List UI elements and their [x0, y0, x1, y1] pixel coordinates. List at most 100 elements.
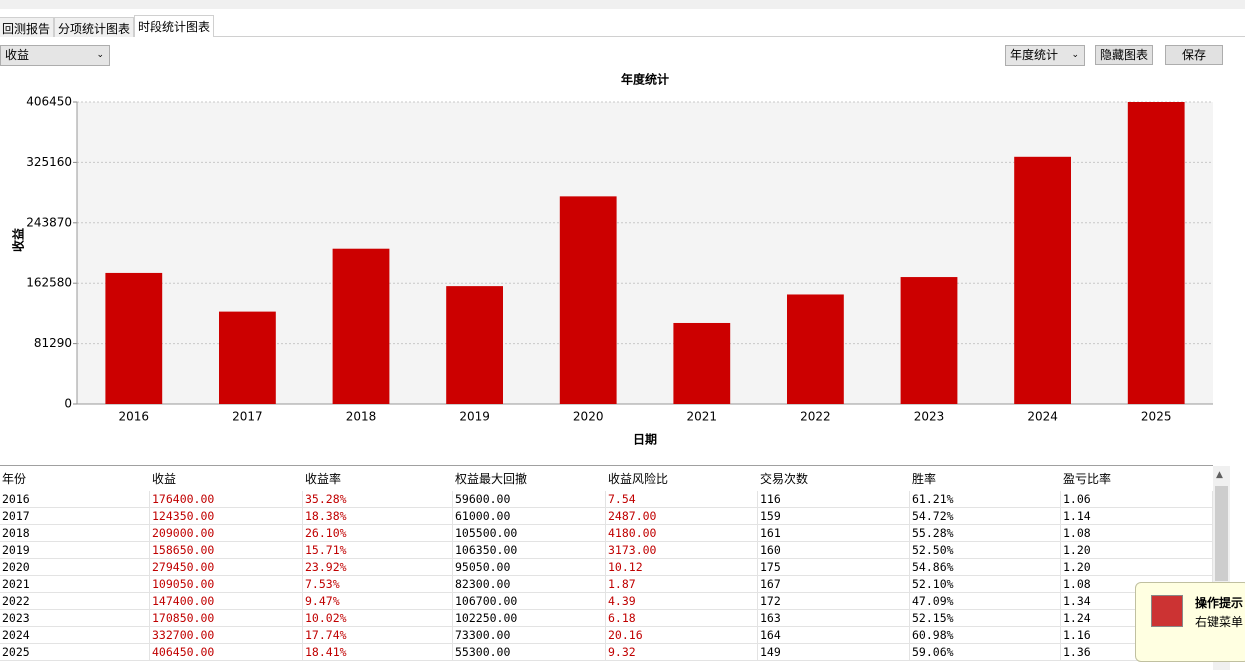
table-cell: 59600.00 — [453, 491, 606, 508]
y-tick-label: 325160 — [26, 155, 72, 169]
table-cell: 163 — [758, 610, 910, 627]
table-cell: 55.28% — [910, 525, 1061, 542]
x-tick-label: 2019 — [459, 410, 490, 424]
table-cell: 147400.00 — [150, 593, 303, 610]
table-cell: 1.14 — [1061, 508, 1213, 525]
x-tick-label: 2022 — [800, 410, 831, 424]
table-cell: 35.28% — [303, 491, 453, 508]
table-cell: 106700.00 — [453, 593, 606, 610]
chart-title: 年度统计 — [621, 72, 669, 87]
tooltip-title: 操作提示 — [1195, 596, 1244, 610]
table-cell: 2020 — [0, 559, 150, 576]
table-cell: 159 — [758, 508, 910, 525]
table-cell: 23.92% — [303, 559, 453, 576]
table-cell: 2021 — [0, 576, 150, 593]
table-cell: 1.06 — [1061, 491, 1213, 508]
x-tick-label: 2021 — [687, 410, 718, 424]
table-cell: 95050.00 — [453, 559, 606, 576]
select-text: 年度统计 — [1010, 48, 1059, 62]
chart: 年度统计 日期 收益 0 81290 162580 243870 325160 40645… — [11, 72, 1213, 447]
bar — [1014, 156, 1071, 404]
table-cell: 2018 — [0, 525, 150, 542]
bar — [673, 322, 731, 404]
bar — [219, 311, 276, 404]
table-cell: 15.71% — [303, 542, 453, 559]
table-cell: 1.87 — [606, 576, 758, 593]
table-cell: 2022 — [0, 593, 150, 610]
tab[interactable]: 回测报告 — [0, 17, 55, 37]
table-cell: 54.86% — [910, 559, 1061, 576]
tooltip: 操作提示 右键菜单 — [1135, 582, 1245, 662]
table-cell: 52.10% — [910, 576, 1061, 593]
bar — [1127, 102, 1185, 404]
table-cell: 116 — [758, 491, 910, 508]
table-cell: 167 — [758, 576, 910, 593]
table-cell: 17.74% — [303, 627, 453, 644]
metric-select[interactable]: 收益 ⌄ — [0, 45, 110, 66]
table-cell: 4.39 — [606, 593, 758, 610]
x-tick-label: 2025 — [1141, 410, 1172, 424]
bar — [559, 196, 617, 404]
table-cell: 175 — [758, 559, 910, 576]
table-cell: 7.54 — [606, 491, 758, 508]
table-cell: 2019 — [0, 542, 150, 559]
table-cell: 2487.00 — [606, 508, 758, 525]
x-tick-label: 2016 — [119, 410, 150, 424]
table-cell: 170850.00 — [150, 610, 303, 627]
table-cell: 105500.00 — [453, 525, 606, 542]
table: 年份 收益 收益率 权益最大回撤 收益风险比 交易次数 胜率 盈亏比率 2016 176400.0… — [0, 465, 1213, 665]
table-cell: 279450.00 — [150, 559, 303, 576]
table-cell: 10.02% — [303, 610, 453, 627]
table-cell: 2023 — [0, 610, 150, 627]
table-cell: 124350.00 — [150, 508, 303, 525]
period-select[interactable]: 年度统计 ⌄ — [1005, 45, 1085, 66]
table-cell: 47.09% — [910, 593, 1061, 610]
button[interactable]: 隐藏图表 — [1095, 45, 1153, 65]
table-cell: 106350.00 — [453, 542, 606, 559]
table-cell: 1.20 — [1061, 559, 1213, 576]
bar — [446, 286, 503, 404]
table-cell: 7.53% — [303, 576, 453, 593]
table-cell: 61.21% — [910, 491, 1061, 508]
table-cell: 55300.00 — [453, 644, 606, 661]
table-cell: 73300.00 — [453, 627, 606, 644]
table-cell: 158650.00 — [150, 542, 303, 559]
column-header: 权益最大回撤 — [455, 472, 528, 486]
x-axis-label: 日期 — [633, 432, 657, 447]
column-header: 收益率 — [305, 472, 342, 486]
tab[interactable]: 分项统计图表 — [54, 17, 135, 37]
tab-active[interactable]: 时段统计图表 — [134, 15, 215, 37]
table-cell: 172 — [758, 593, 910, 610]
table-cell: 209000.00 — [150, 525, 303, 542]
y-tick-label: 406450 — [26, 95, 72, 109]
table-cell: 102250.00 — [453, 610, 606, 627]
x-tick-label: 2017 — [232, 410, 263, 424]
tooltip-icon — [1151, 595, 1183, 627]
column-header: 年份 — [2, 472, 27, 486]
table-cell: 1.08 — [1061, 525, 1213, 542]
table-cell: 2017 — [0, 508, 150, 525]
table-cell: 109050.00 — [150, 576, 303, 593]
table-cell: 176400.00 — [150, 491, 303, 508]
table-cell: 60.98% — [910, 627, 1061, 644]
table-cell: 52.50% — [910, 542, 1061, 559]
table-cell: 52.15% — [910, 610, 1061, 627]
column-header: 盈亏比率 — [1063, 472, 1112, 486]
column-header: 胜率 — [912, 472, 937, 486]
select-text: 收益 — [5, 48, 30, 62]
bar — [900, 277, 958, 404]
table-cell: 160 — [758, 542, 910, 559]
button[interactable]: 保存 — [1165, 45, 1223, 65]
x-tick-label: 2018 — [346, 410, 377, 424]
bar — [787, 294, 844, 404]
top-strip — [0, 0, 1245, 9]
bar — [332, 248, 390, 404]
table-cell: 26.10% — [303, 525, 453, 542]
tab-border — [0, 36, 1245, 37]
scroll-thumb[interactable] — [1215, 486, 1228, 581]
y-axis-label: 收益 — [11, 228, 26, 252]
y-tick-label: 81290 — [34, 336, 72, 350]
tooltip-text: 右键菜单 — [1195, 615, 1244, 629]
table-cell: 3173.00 — [606, 542, 758, 559]
table-cell: 161 — [758, 525, 910, 542]
